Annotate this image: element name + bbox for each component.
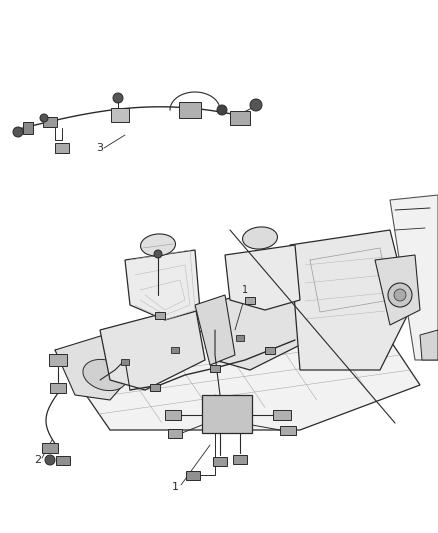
Circle shape: [40, 114, 48, 122]
Bar: [49, 354, 67, 366]
Bar: [171, 347, 179, 353]
Circle shape: [45, 455, 55, 465]
Circle shape: [250, 99, 262, 111]
Polygon shape: [290, 230, 410, 370]
Bar: [230, 111, 250, 125]
Bar: [273, 410, 291, 420]
Bar: [168, 429, 182, 438]
Circle shape: [13, 127, 23, 137]
Bar: [55, 143, 69, 153]
Ellipse shape: [83, 359, 127, 391]
Bar: [165, 410, 181, 420]
Bar: [186, 471, 200, 480]
Bar: [280, 425, 296, 434]
Polygon shape: [125, 250, 200, 320]
Bar: [179, 102, 201, 118]
Bar: [150, 384, 160, 391]
Bar: [210, 365, 220, 372]
Bar: [56, 456, 70, 464]
Polygon shape: [375, 255, 420, 325]
Polygon shape: [420, 330, 438, 360]
Circle shape: [154, 250, 162, 258]
Circle shape: [388, 283, 412, 307]
Bar: [265, 346, 275, 353]
Ellipse shape: [141, 234, 176, 256]
Ellipse shape: [243, 227, 277, 249]
Polygon shape: [390, 195, 438, 360]
Bar: [233, 455, 247, 464]
Bar: [42, 443, 58, 453]
Polygon shape: [55, 310, 420, 430]
Text: 1: 1: [172, 482, 179, 492]
Polygon shape: [195, 295, 235, 365]
Bar: [245, 296, 255, 303]
Circle shape: [394, 289, 406, 301]
Bar: [23, 122, 33, 134]
Bar: [121, 359, 129, 365]
Bar: [236, 335, 244, 341]
Bar: [50, 383, 66, 393]
Polygon shape: [205, 280, 310, 370]
Bar: [202, 395, 252, 433]
Bar: [213, 456, 227, 465]
Text: 2: 2: [35, 455, 42, 465]
Polygon shape: [55, 330, 145, 400]
Circle shape: [217, 105, 227, 115]
Text: 1: 1: [242, 285, 248, 295]
Polygon shape: [100, 305, 205, 390]
Bar: [111, 108, 129, 122]
Circle shape: [113, 93, 123, 103]
Bar: [43, 117, 57, 127]
Text: 3: 3: [96, 143, 103, 153]
Polygon shape: [225, 245, 300, 310]
Bar: [155, 311, 165, 319]
